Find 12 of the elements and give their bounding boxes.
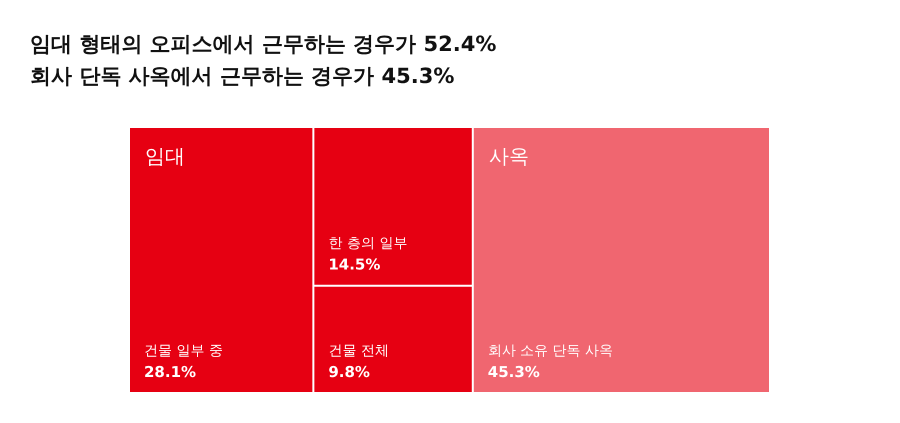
text: 임대 형태의 오피스에서 근무하는 경우가 52.4% xyxy=(30,31,496,58)
data-label: 45.3% xyxy=(488,363,540,381)
category-label: 한 층의 일부 xyxy=(328,236,408,252)
series-label: 임대 xyxy=(145,144,185,168)
data-label: 9.8% xyxy=(328,363,370,381)
data-label: 14.5% xyxy=(328,256,380,274)
text: 회사 단독 사옥에서 근무하는 경우가 45.3% xyxy=(30,63,454,90)
category-label: 건물 일부 중 xyxy=(144,343,223,359)
category-label: 건물 전체 xyxy=(328,343,389,359)
data-label: 28.1% xyxy=(144,363,196,381)
series-label: 사옥 xyxy=(488,144,529,168)
category-label: 회사 소유 단독 사옥 xyxy=(488,343,614,359)
